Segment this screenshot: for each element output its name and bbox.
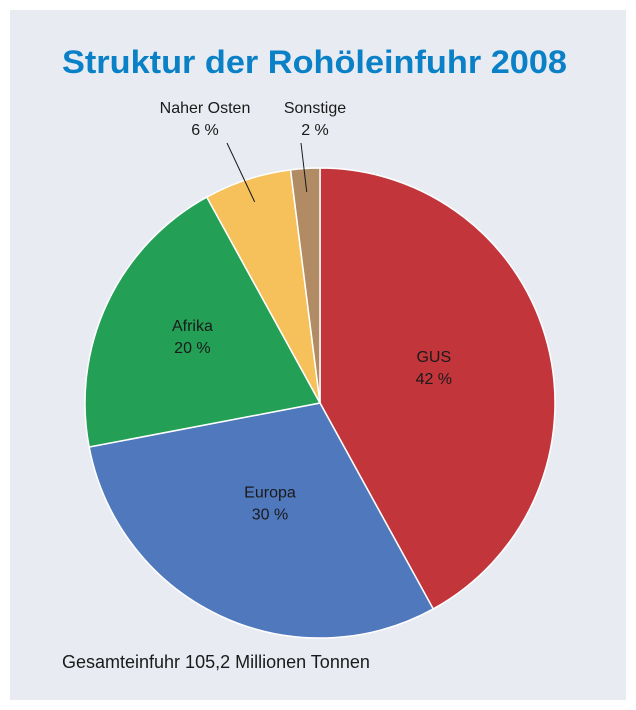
value-label: 42 % xyxy=(416,371,452,388)
slice-label: GUS xyxy=(416,349,451,366)
pie-slice xyxy=(88,402,435,639)
slice-label: Sonstige xyxy=(284,100,346,117)
slice-label: Europa xyxy=(244,484,296,501)
value-label: 30 % xyxy=(252,506,288,523)
value-label: 6 % xyxy=(191,122,219,139)
chart-title: Struktur der Rohöleinfuhr 2008 xyxy=(62,44,567,80)
slice-label: Afrika xyxy=(172,318,213,335)
note: Gesamteinfuhr 105,2 Millionen Tonnen xyxy=(62,652,370,672)
pie-slice xyxy=(319,167,556,610)
leader-line xyxy=(300,142,308,192)
value-label: 2 % xyxy=(301,122,329,139)
slice-label: Naher Osten xyxy=(160,100,251,117)
pie-slice xyxy=(289,167,321,404)
leader-line xyxy=(226,142,256,203)
value-label: 20 % xyxy=(174,340,210,357)
pie-slice xyxy=(84,196,322,448)
